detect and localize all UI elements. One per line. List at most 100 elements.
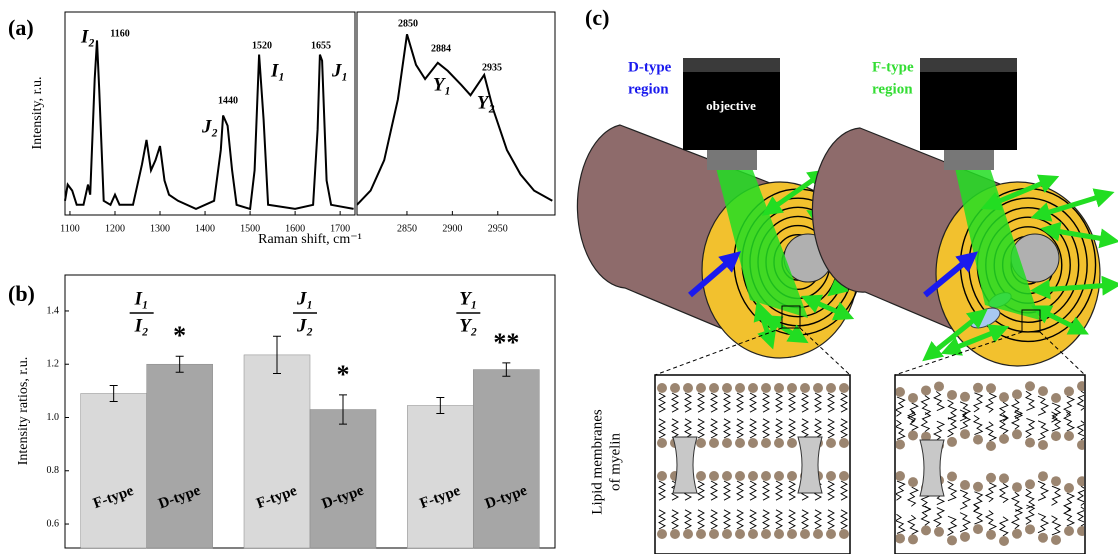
lipid-head [774, 383, 784, 393]
lipid-tail [1024, 390, 1036, 411]
lipid-head [683, 383, 693, 393]
category-numerator: Y₁ [459, 288, 477, 309]
lipid-tail [827, 480, 835, 501]
bar [80, 393, 147, 549]
lipid-head [921, 525, 931, 536]
lipid-tail [723, 509, 731, 530]
lipid-tail [710, 509, 718, 530]
lipid-tail [788, 392, 796, 413]
lipid-head [973, 524, 983, 535]
category-denominator: J₂ [296, 315, 313, 336]
lipid-tail [788, 480, 796, 501]
lipid-tail [959, 512, 972, 533]
lipid-tail [775, 418, 783, 439]
lipid-head [1025, 524, 1035, 535]
lipid-head [657, 383, 667, 393]
lipid-tail [697, 480, 705, 501]
lipid-head [973, 481, 983, 492]
lipid-tail [1063, 492, 1076, 513]
lipid-tail [762, 509, 770, 530]
lipid-head [1077, 476, 1084, 487]
lipid-head [999, 433, 1009, 444]
peak-label: I₂ [80, 26, 95, 47]
x-tick-label: 1100 [60, 223, 80, 234]
lipid-head [986, 529, 996, 540]
lipid-head [748, 438, 758, 448]
objective-label: objective [706, 98, 756, 113]
peak-label: I₁ [270, 60, 285, 81]
lipid-head [999, 535, 1009, 546]
peak-label: 2935 [482, 62, 502, 73]
lipid-tail [972, 392, 984, 413]
lipid-tail [671, 509, 679, 530]
lipid-head [1064, 482, 1074, 493]
lipid-tail [749, 418, 757, 439]
lipid-head [1038, 386, 1048, 397]
lipid-tail [1024, 417, 1036, 438]
lipid-tail [1051, 411, 1062, 432]
x-tick-label: 1300 [150, 223, 170, 234]
peak-label: Y₁ [433, 74, 451, 95]
lipid-head [696, 438, 706, 448]
lipid-head [896, 533, 905, 544]
lipid-head [1038, 532, 1048, 543]
error-bar [436, 397, 445, 414]
lipid-tail [1037, 513, 1050, 534]
lipid-head [696, 471, 706, 481]
lipid-tail [907, 410, 919, 431]
lipid-tail [959, 489, 972, 510]
lipid-head [1064, 526, 1074, 537]
x-tick-label: 2850 [397, 223, 417, 234]
lipid-head [722, 529, 732, 539]
lipid-head [670, 383, 680, 393]
lipid-tail [1037, 395, 1050, 416]
lipid-head [748, 471, 758, 481]
lipid-head [696, 529, 706, 539]
lipid-head [709, 383, 719, 393]
lipid-head [1012, 389, 1022, 400]
lipid-tail [710, 418, 718, 439]
lipid-head [1077, 526, 1084, 537]
lipid-head [787, 471, 797, 481]
lipid-head [787, 383, 797, 393]
lipid-tail [827, 509, 835, 530]
lipid-head [826, 529, 836, 539]
lipid-head [774, 471, 784, 481]
x-tick-label: 2900 [442, 223, 462, 234]
lipid-tail [933, 391, 946, 412]
lipid-tail [762, 418, 770, 439]
bar [146, 363, 213, 549]
lipid-tail [840, 418, 848, 439]
region-label: region [872, 81, 913, 97]
peak-label: 1160 [110, 28, 129, 39]
lipid-head [813, 383, 823, 393]
region-label: F-type [872, 59, 914, 75]
lipid-tail [671, 418, 679, 439]
lipid-head [735, 471, 745, 481]
lipid-tail [697, 392, 705, 413]
region-label: region [628, 81, 669, 97]
lipid-head [999, 392, 1009, 403]
lipid-head [1012, 429, 1022, 440]
lipid-head [761, 438, 771, 448]
lipid-tail [907, 402, 919, 423]
lipid-head [761, 529, 771, 539]
peak-label: 1520 [252, 40, 272, 51]
lipid-tail [658, 392, 666, 413]
lipid-head [1038, 471, 1048, 482]
lipid-head [657, 471, 667, 481]
lipid-tail [1010, 509, 1024, 530]
lipid-tail [801, 509, 809, 530]
lipid-head [973, 434, 983, 445]
lipid-tail [947, 399, 958, 420]
peak-label: 2884 [431, 43, 451, 54]
lipid-tail [736, 509, 744, 530]
lipid-tail [684, 509, 692, 530]
lipid-head [709, 529, 719, 539]
x-tick-label: 1700 [330, 223, 350, 234]
lipid-head [657, 438, 667, 448]
lipid-tail [984, 392, 998, 413]
lipid-head [800, 529, 810, 539]
lipid-head [921, 431, 931, 442]
bar [473, 369, 540, 549]
